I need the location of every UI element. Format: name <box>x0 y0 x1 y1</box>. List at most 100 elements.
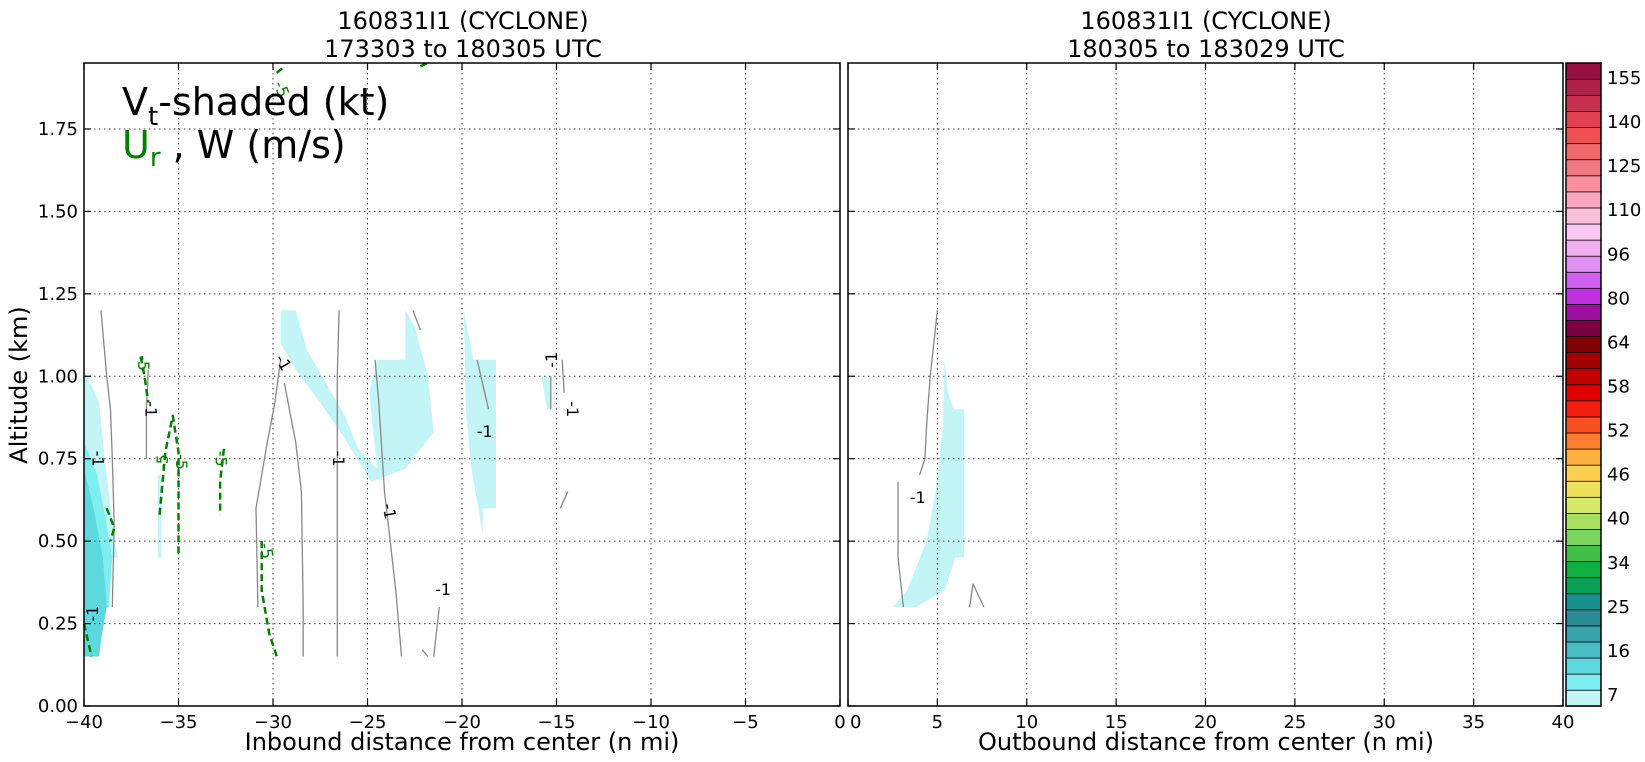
contour-label: -5 <box>212 451 231 467</box>
contour-label: -1 <box>83 606 102 622</box>
colorbar-swatch <box>1565 384 1602 402</box>
y-tick-label: 0.00 <box>38 696 78 717</box>
left-contour-lines <box>82 61 569 657</box>
x-tick-label: −30 <box>254 712 292 733</box>
colorbar-tick-label: 46 <box>1607 465 1630 486</box>
colorbar-swatch <box>1565 496 1602 514</box>
shaded-region <box>541 376 551 410</box>
contour-label: -5 <box>134 355 153 371</box>
colorbar-swatch <box>1565 528 1602 546</box>
colorbar-tick-label: 52 <box>1607 421 1630 442</box>
colorbar-swatch <box>1565 609 1602 627</box>
vertical-velocity-contour <box>283 382 304 657</box>
annotation-ur-main: U <box>122 123 150 167</box>
contour-label: -1 <box>379 502 400 521</box>
x-tick-label: 0 <box>834 712 845 733</box>
colorbar-swatch <box>1565 110 1602 129</box>
left-panel: 160831I1 (CYCLONE) 173303 to 180305 UTC … <box>5 7 846 756</box>
radial-wind-contour <box>218 448 226 515</box>
colorbar-tick-label: 58 <box>1607 377 1630 398</box>
radial-wind-contour <box>82 623 93 657</box>
contour-label: -1 <box>563 401 582 417</box>
right-title-line2: 180305 to 183029 UTC <box>1067 35 1345 63</box>
colorbar-swatch <box>1565 480 1602 498</box>
colorbar-swatch <box>1565 239 1602 257</box>
annotation-vt-sub: t <box>148 102 158 132</box>
left-x-axis-label: Inbound distance from center (n mi) <box>245 728 680 756</box>
x-tick-label: −40 <box>65 712 103 733</box>
y-tick-label: 1.25 <box>38 284 78 305</box>
y-tick-label: 0.75 <box>38 449 78 470</box>
left-gridlines <box>84 63 840 706</box>
right-x-axis-ticks: 5 10 15 20 25 30 35 40 0 <box>847 63 1575 733</box>
colorbar-tick-label: 140 <box>1607 112 1641 133</box>
colorbar-swatch <box>1565 689 1602 707</box>
colorbar-swatch <box>1565 207 1602 225</box>
colorbar-swatch <box>1565 593 1602 611</box>
contour-label: -5 <box>172 454 191 470</box>
x-tick-label: 20 <box>1194 712 1217 733</box>
colorbar-tick-label: 125 <box>1607 156 1641 177</box>
colorbar-tick-label: 110 <box>1607 200 1641 221</box>
annotation-vt-rest: -shaded (kt) <box>158 80 389 124</box>
colorbar-swatch <box>1565 255 1602 273</box>
colorbar-swatch <box>1565 512 1602 530</box>
x-tick-label: 15 <box>1105 712 1128 733</box>
vertical-velocity-contour <box>968 583 985 608</box>
colorbar-swatch <box>1565 577 1602 595</box>
colorbar-swatch <box>1565 78 1602 96</box>
vertical-velocity-contour <box>145 369 149 459</box>
colorbar-swatch <box>1565 271 1602 289</box>
radial-wind-contour <box>158 414 180 558</box>
colorbar-swatch <box>1565 432 1602 450</box>
shaded-region <box>157 475 162 558</box>
shaded-region <box>463 310 496 535</box>
radial-wind-contour <box>260 541 278 657</box>
colorbar-swatch <box>1565 303 1602 321</box>
vertical-velocity-contour <box>476 359 490 410</box>
right-contour-lines <box>897 310 985 608</box>
colorbar-swatch <box>1565 400 1602 418</box>
vertical-velocity-contour <box>918 310 939 476</box>
x-tick-label: −10 <box>632 712 670 733</box>
contour-label: -1 <box>142 401 161 417</box>
colorbar-swatch <box>1565 464 1602 482</box>
colorbar-tick-label: 96 <box>1607 244 1630 265</box>
left-title-line2: 173303 to 180305 UTC <box>324 35 602 63</box>
vertical-velocity-contour <box>336 310 340 657</box>
x-tick-label: −5 <box>732 712 759 733</box>
radial-wind-contour <box>139 356 150 403</box>
colorbar-tick-label: 64 <box>1607 332 1630 353</box>
x-tick-label: 10 <box>1015 712 1038 733</box>
right-y-axis-ticks <box>848 128 1563 707</box>
shaded-region <box>280 310 434 482</box>
right-gridlines <box>848 63 1563 706</box>
x-tick-label: 30 <box>1373 712 1396 733</box>
colorbar-swatch <box>1565 673 1602 691</box>
vertical-velocity-contour <box>374 359 403 657</box>
right-panel: 160831I1 (CYCLONE) 180305 to 183029 UTC … <box>847 7 1575 756</box>
x-tick-label: 0 <box>850 712 861 733</box>
annotation-ur-rest: , W (m/s) <box>161 123 346 167</box>
colorbar-swatch <box>1565 416 1602 434</box>
shaded-region <box>84 468 107 657</box>
x-tick-label: 5 <box>932 712 943 733</box>
annotation-ur-sub: r <box>150 143 161 173</box>
x-tick-label: −35 <box>160 712 198 733</box>
x-tick-label: 40 <box>1552 712 1575 733</box>
colorbar-swatch <box>1565 641 1602 659</box>
left-shaded-regions <box>84 310 551 657</box>
colorbar: 155 140 125 110 96 80 64 58 52 46 40 34 25 16 7 <box>1565 62 1641 707</box>
colorbar-swatch <box>1565 625 1602 643</box>
colorbar-swatch <box>1565 448 1602 466</box>
colorbar-tick-label: 16 <box>1607 641 1630 662</box>
colorbar-swatch <box>1565 191 1602 209</box>
colorbar-swatch <box>1565 223 1602 241</box>
left-x-axis-ticks: −40 −35 −30 −25 −20 −15 −10 −5 0 <box>65 63 846 733</box>
left-y-axis-label: Altitude (km) <box>5 306 33 463</box>
vertical-velocity-contour <box>561 359 565 393</box>
colorbar-tick-label: 25 <box>1607 597 1630 618</box>
colorbar-swatch <box>1565 319 1602 337</box>
colorbar-swatches <box>1565 62 1602 707</box>
